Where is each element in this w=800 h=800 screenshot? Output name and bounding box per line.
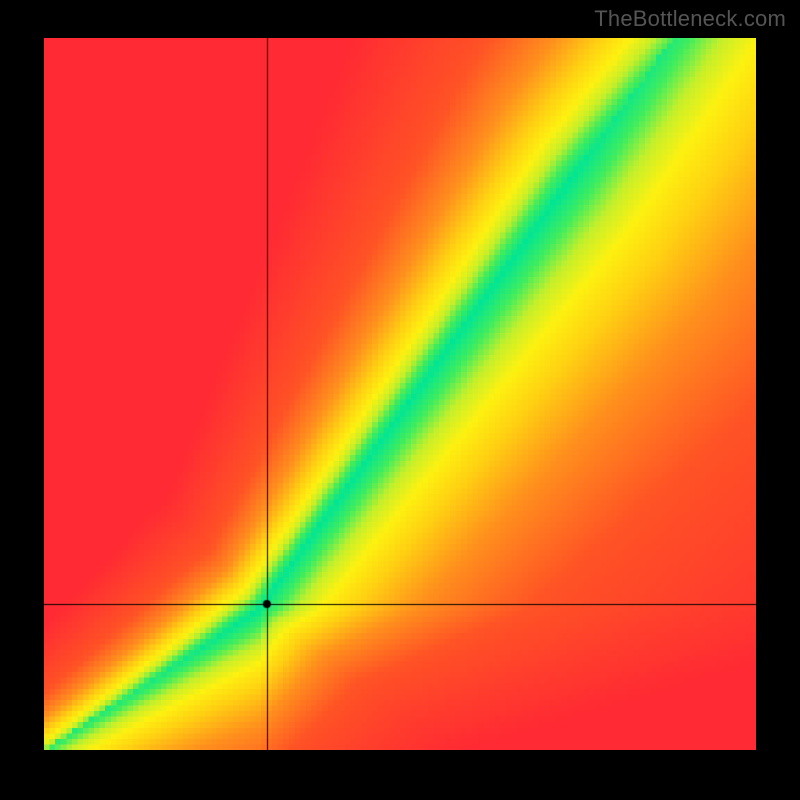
crosshair-overlay — [44, 38, 756, 750]
watermark-text: TheBottleneck.com — [594, 6, 786, 32]
